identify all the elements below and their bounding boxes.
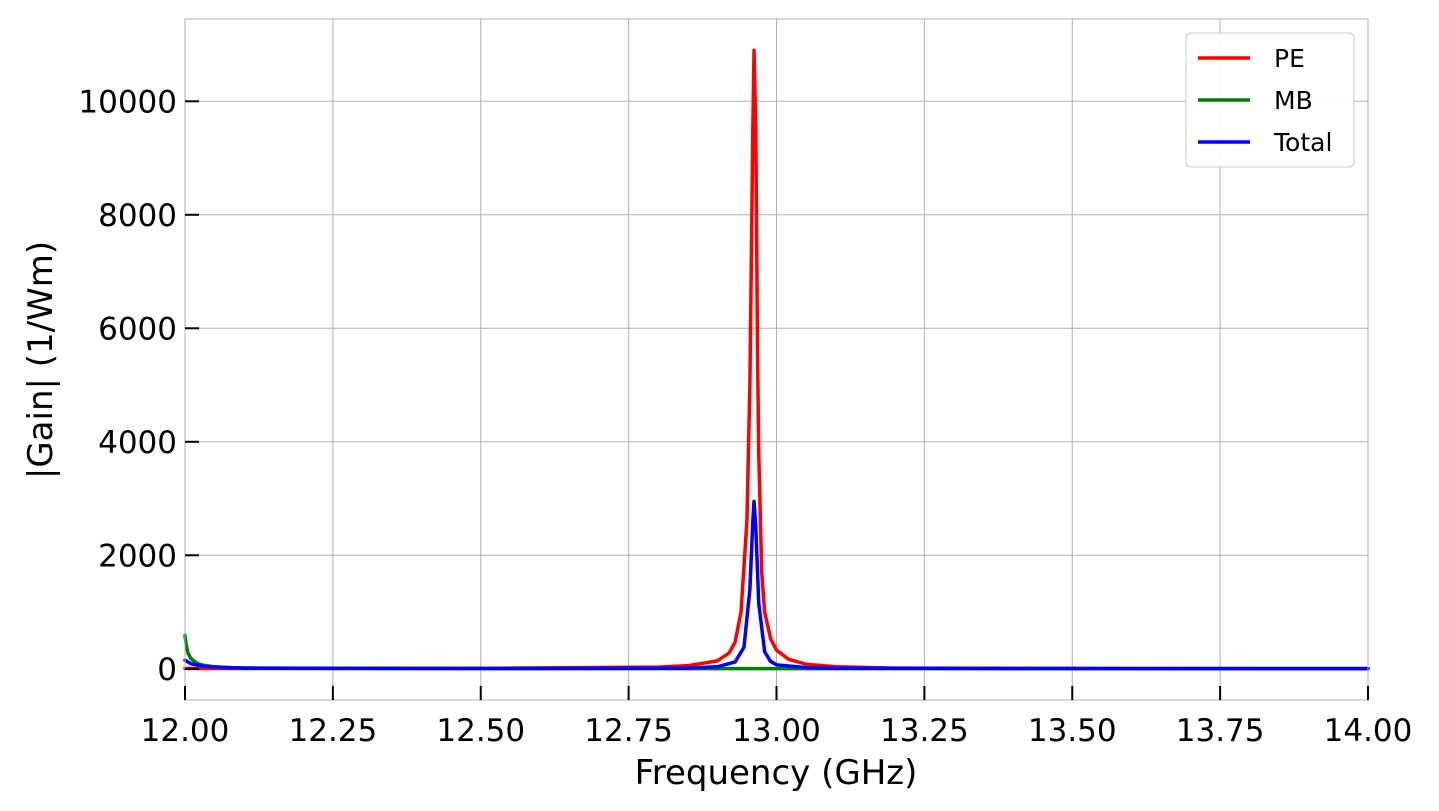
y-tick-label: 0 (157, 652, 177, 688)
legend-label-mb: MB (1274, 86, 1313, 115)
y-axis-label: |Gain| (1/Wm) (21, 241, 61, 479)
x-tick-label: 13.50 (1028, 713, 1117, 749)
x-tick-label: 13.25 (880, 713, 969, 749)
y-tick-label: 10000 (78, 84, 177, 120)
x-tick-label: 14.00 (1324, 713, 1413, 749)
x-tick-label: 12.75 (584, 713, 673, 749)
series-line-total (183, 499, 1370, 671)
x-tick-label: 13.00 (732, 713, 821, 749)
axis-ticks (184, 100, 1369, 700)
legend: PE MB Total (1185, 32, 1355, 168)
x-tick-label: 12.00 (141, 713, 230, 749)
x-tick-label: 12.50 (436, 713, 525, 749)
legend-label-pe: PE (1274, 44, 1305, 73)
y-tick-label: 4000 (98, 425, 177, 461)
x-tick-label: 13.75 (1176, 713, 1265, 749)
legend-box (1185, 32, 1355, 168)
y-tick-label: 6000 (98, 311, 177, 347)
series-lines (183, 48, 1370, 671)
x-axis-label: Frequency (GHz) (635, 753, 918, 793)
y-tick-label: 2000 (98, 538, 177, 574)
x-tick-label: 12.25 (289, 713, 378, 749)
series-line-pe (183, 48, 1370, 671)
y-tick-label: 8000 (98, 198, 177, 234)
tick-labels: 12.00 12.25 12.50 12.75 13.00 13.25 13.50 13.75… (78, 84, 1412, 749)
legend-label-total: Total (1273, 128, 1332, 157)
